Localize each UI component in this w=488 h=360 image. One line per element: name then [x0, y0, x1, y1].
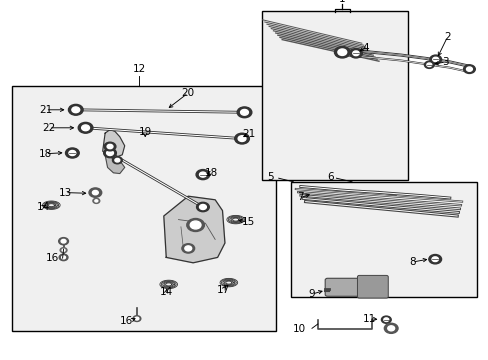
FancyBboxPatch shape: [357, 275, 387, 298]
Text: 4: 4: [362, 42, 368, 53]
Circle shape: [68, 104, 83, 115]
Text: 8: 8: [408, 257, 415, 267]
Circle shape: [92, 190, 98, 195]
Text: 14: 14: [36, 202, 50, 212]
Circle shape: [241, 110, 247, 115]
Circle shape: [383, 318, 388, 321]
Circle shape: [381, 316, 390, 323]
Circle shape: [196, 170, 209, 180]
Text: 14: 14: [159, 287, 173, 297]
Circle shape: [78, 122, 93, 133]
Circle shape: [81, 125, 89, 131]
Circle shape: [337, 49, 346, 55]
Circle shape: [61, 239, 66, 243]
Circle shape: [186, 219, 204, 231]
Circle shape: [62, 249, 65, 251]
Polygon shape: [163, 196, 224, 263]
Bar: [12, 86, 276, 331]
Text: 22: 22: [42, 123, 56, 133]
Circle shape: [432, 57, 438, 62]
Circle shape: [235, 134, 248, 143]
Bar: [290, 182, 476, 297]
Text: 18: 18: [39, 149, 52, 159]
Circle shape: [72, 107, 80, 113]
Text: 16: 16: [119, 316, 133, 326]
Text: 1: 1: [338, 0, 345, 4]
Circle shape: [349, 49, 362, 58]
Circle shape: [104, 142, 116, 151]
Circle shape: [59, 238, 68, 245]
Text: 13: 13: [58, 188, 72, 198]
Circle shape: [334, 46, 349, 58]
Text: 18: 18: [204, 168, 218, 178]
Circle shape: [238, 108, 250, 117]
Circle shape: [352, 51, 358, 55]
Circle shape: [79, 123, 92, 132]
Circle shape: [424, 61, 433, 68]
Circle shape: [115, 158, 120, 162]
Circle shape: [93, 198, 100, 203]
Circle shape: [240, 109, 248, 115]
Text: 6: 6: [326, 172, 333, 182]
Circle shape: [463, 65, 474, 73]
Text: 20: 20: [182, 88, 194, 98]
Circle shape: [184, 246, 191, 251]
Text: 21: 21: [39, 105, 52, 115]
Circle shape: [95, 200, 98, 202]
Circle shape: [89, 188, 102, 197]
Text: 9: 9: [308, 289, 315, 299]
Circle shape: [190, 221, 201, 229]
FancyBboxPatch shape: [325, 278, 361, 296]
Circle shape: [65, 148, 79, 158]
Text: 12: 12: [132, 64, 146, 74]
Circle shape: [429, 55, 441, 64]
Circle shape: [182, 244, 194, 253]
Circle shape: [238, 136, 245, 141]
Circle shape: [234, 133, 249, 144]
Circle shape: [428, 255, 441, 264]
Circle shape: [237, 107, 251, 118]
Circle shape: [387, 326, 394, 331]
Circle shape: [431, 257, 437, 261]
Text: 17: 17: [216, 285, 229, 295]
Circle shape: [61, 256, 65, 259]
Circle shape: [106, 150, 113, 156]
Circle shape: [107, 144, 113, 149]
Text: 11: 11: [362, 314, 375, 324]
Polygon shape: [105, 155, 124, 174]
Text: 21: 21: [241, 129, 255, 139]
Circle shape: [59, 254, 68, 261]
Text: 19: 19: [138, 127, 152, 137]
Circle shape: [82, 125, 89, 130]
Circle shape: [384, 323, 397, 333]
Circle shape: [466, 67, 471, 71]
Circle shape: [69, 150, 76, 156]
Text: 15: 15: [241, 217, 255, 227]
Circle shape: [72, 107, 79, 112]
Circle shape: [133, 316, 141, 321]
Circle shape: [60, 248, 67, 253]
Text: 10: 10: [292, 324, 305, 334]
Bar: [261, 11, 407, 180]
Circle shape: [69, 105, 82, 114]
Circle shape: [135, 317, 139, 320]
Circle shape: [199, 172, 206, 177]
Text: 2: 2: [443, 32, 450, 42]
Circle shape: [426, 63, 431, 67]
Circle shape: [103, 148, 116, 158]
Text: 7: 7: [297, 192, 304, 202]
Polygon shape: [102, 130, 124, 158]
Text: 3: 3: [442, 57, 448, 67]
Circle shape: [196, 202, 209, 212]
Circle shape: [238, 136, 245, 141]
Text: 5: 5: [266, 172, 273, 182]
Circle shape: [112, 157, 122, 164]
Text: 16: 16: [46, 253, 60, 263]
Circle shape: [199, 204, 206, 210]
